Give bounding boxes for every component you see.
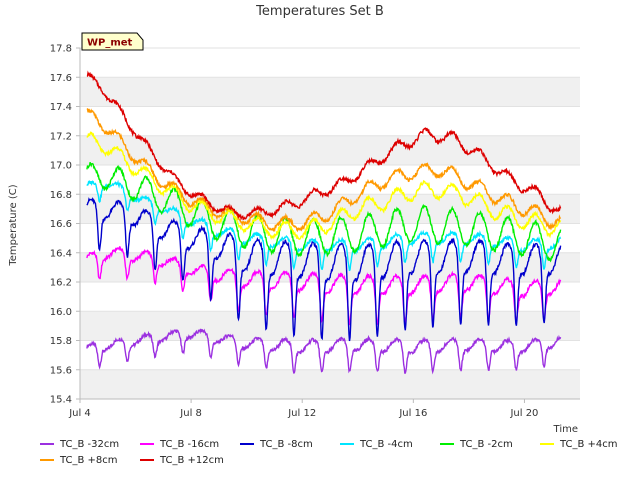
y-tick-label: 16.0 bbox=[50, 307, 72, 318]
y-tick-label: 16.4 bbox=[50, 248, 72, 259]
y-tick-label: 16.6 bbox=[50, 219, 72, 230]
y-tick-label: 17.4 bbox=[50, 102, 72, 113]
legend-swatch bbox=[140, 459, 154, 461]
y-tick-label: 16.2 bbox=[50, 278, 72, 289]
legend-item: TC_B -16cm bbox=[140, 439, 240, 450]
series-line-5 bbox=[86, 162, 562, 263]
plot-band bbox=[80, 369, 580, 399]
series-line-6 bbox=[86, 131, 562, 241]
y-tick-label: 17.8 bbox=[50, 44, 72, 55]
chart-title: Temperatures Set B bbox=[255, 4, 384, 19]
plot-band bbox=[80, 77, 580, 107]
legend-row: TC_B -32cm TC_B -16cm TC_B -8cm TC_B -4cm TC… bbox=[40, 436, 640, 452]
legend-row: TC_B +8cm TC_B +12cm bbox=[40, 452, 640, 468]
x-axis-label: Time bbox=[553, 424, 578, 435]
x-tick-label: Jul 4 bbox=[68, 408, 91, 419]
station-label-shape bbox=[81, 32, 144, 51]
station-label: WP_met bbox=[87, 38, 133, 49]
y-axis-label: Temperature (C) bbox=[8, 184, 19, 266]
x-tick-label: Jul 8 bbox=[179, 408, 202, 419]
y-tick-label: 16.8 bbox=[50, 190, 72, 201]
series-line-1 bbox=[86, 328, 562, 375]
legend-label: TC_B +12cm bbox=[160, 454, 224, 466]
legend-item: TC_B -32cm bbox=[40, 439, 140, 450]
legend-item: TC_B +12cm bbox=[140, 455, 240, 466]
legend-label: TC_B +4cm bbox=[560, 438, 618, 450]
y-tick-labels: 15.4 15.6 15.8 16.0 16.2 16.4 16.6 16.8 17.0 17.2… bbox=[50, 44, 80, 406]
legend-item: TC_B -4cm bbox=[340, 439, 440, 450]
series-line-3 bbox=[86, 197, 562, 342]
legend-swatch bbox=[340, 443, 354, 445]
series-line-4 bbox=[86, 179, 562, 272]
legend-label: TC_B +8cm bbox=[60, 454, 118, 466]
chart-legend: TC_B -32cm TC_B -16cm TC_B -8cm TC_B -4cm TC… bbox=[40, 436, 640, 468]
legend-label: TC_B -4cm bbox=[360, 438, 413, 450]
x-tick-label: Jul 20 bbox=[509, 408, 538, 419]
legend-label: TC_B -2cm bbox=[460, 438, 513, 450]
legend-swatch bbox=[440, 443, 454, 445]
legend-item: TC_B -2cm bbox=[440, 439, 540, 450]
series-line-7 bbox=[86, 108, 562, 233]
y-tick-label: 17.6 bbox=[50, 73, 72, 84]
x-tick-label: Jul 16 bbox=[398, 408, 427, 419]
legend-item: TC_B +4cm bbox=[540, 439, 640, 450]
legend-label: TC_B -32cm bbox=[60, 438, 120, 450]
y-tick-label: 15.6 bbox=[50, 365, 72, 376]
series-lines bbox=[86, 70, 562, 375]
legend-label: TC_B -16cm bbox=[160, 438, 220, 450]
legend-swatch bbox=[40, 459, 54, 461]
legend-swatch bbox=[140, 443, 154, 445]
series-line-8 bbox=[86, 70, 562, 221]
legend-swatch bbox=[240, 443, 254, 445]
y-tick-label: 15.8 bbox=[50, 336, 72, 347]
legend-swatch bbox=[540, 443, 554, 445]
x-tick-label: Jul 12 bbox=[287, 408, 316, 419]
legend-item: TC_B +8cm bbox=[40, 455, 140, 466]
plot-band bbox=[80, 135, 580, 165]
legend-item: TC_B -8cm bbox=[240, 439, 340, 450]
legend-swatch bbox=[40, 443, 54, 445]
station-label-box: WP_met bbox=[81, 32, 144, 51]
x-tick-labels: Jul 4 Jul 8 Jul 12 Jul 16 Jul 20 bbox=[68, 399, 538, 419]
y-tick-label: 17.0 bbox=[50, 161, 72, 172]
plot-band bbox=[80, 311, 580, 341]
y-tick-label: 15.4 bbox=[50, 395, 72, 406]
legend-label: TC_B -8cm bbox=[260, 438, 313, 450]
y-tick-label: 17.2 bbox=[50, 131, 72, 142]
